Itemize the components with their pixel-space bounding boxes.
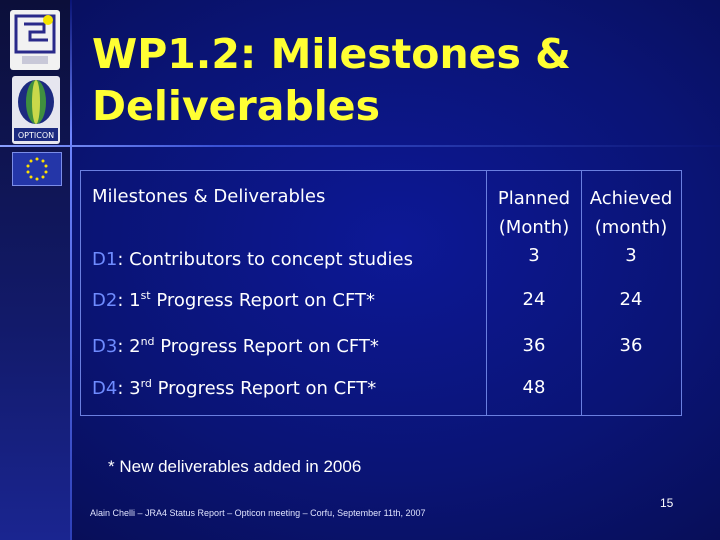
table-row: D1: Contributors to concept studies 3 3 <box>81 237 681 281</box>
row-achieved: 3 <box>625 245 637 266</box>
column-divider <box>486 171 487 415</box>
footer-text: Alain Chelli – JRA4 Status Report – Opti… <box>90 508 426 518</box>
row-description: D2: 1st Progress Report on CFT* <box>92 289 376 311</box>
column-divider <box>581 171 582 415</box>
slide-title: WP1.2: Milestones & Deliverables <box>92 28 692 132</box>
table-row: D3: 2nd Progress Report on CFT* 36 36 <box>81 323 681 367</box>
row-planned: 48 <box>522 377 546 398</box>
row-planned: 3 <box>528 245 540 266</box>
logo-icon <box>10 10 60 70</box>
row-planned: 24 <box>522 289 546 310</box>
table-row: D4: 3rd Progress Report on CFT* 48 <box>81 365 681 409</box>
slide-title-line2: Deliverables <box>92 82 380 130</box>
vertical-divider <box>70 0 72 540</box>
header-description: Milestones & Deliverables <box>92 186 326 207</box>
row-description: D1: Contributors to concept studies <box>92 249 413 270</box>
eu-flag-icon <box>12 152 62 186</box>
row-achieved: 36 <box>619 335 643 356</box>
row-planned: 36 <box>522 335 546 356</box>
horizontal-divider <box>0 145 720 147</box>
table-row: D2: 1st Progress Report on CFT* 24 24 <box>81 277 681 321</box>
header-planned: Planned (Month) <box>497 188 571 238</box>
row-achieved: 24 <box>619 289 643 310</box>
page-number: 15 <box>660 496 674 510</box>
svg-text:OPTICON: OPTICON <box>18 131 54 140</box>
row-description: D4: 3rd Progress Report on CFT* <box>92 377 377 399</box>
footnote: * New deliverables added in 2006 <box>108 457 362 476</box>
opticon-logo-icon: OPTICON <box>12 76 60 144</box>
milestones-table: Milestones & Deliverables Planned (Month… <box>80 170 682 416</box>
slide-title-line1: WP1.2: Milestones & <box>92 30 571 78</box>
header-achieved: Achieved (month) <box>589 188 673 238</box>
row-description: D3: 2nd Progress Report on CFT* <box>92 335 379 357</box>
